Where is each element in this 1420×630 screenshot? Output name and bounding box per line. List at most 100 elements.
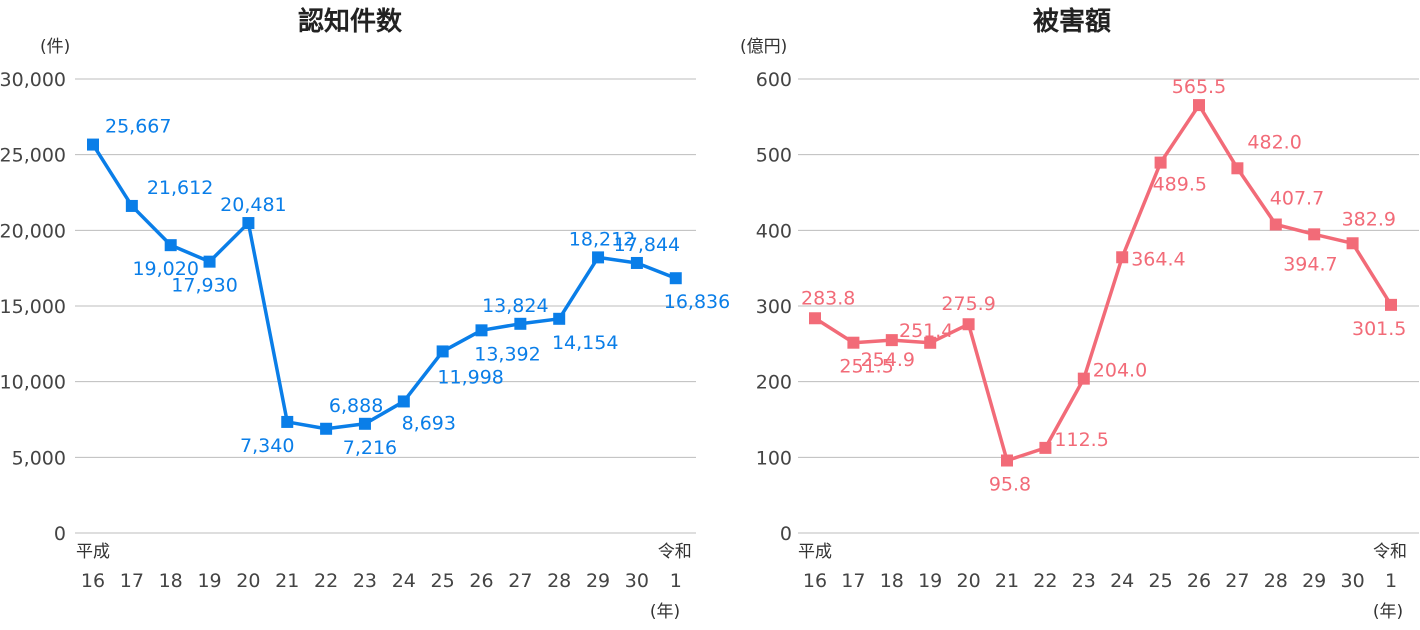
data-point: [1385, 298, 1397, 311]
data-label: 565.5: [1172, 76, 1226, 98]
x-tick-label: 21: [995, 570, 1019, 592]
chart-2: 被害額 (億円) 0 100 200 300 400 500 600 平成 令和 16 17 18 19 20…: [740, 6, 1419, 622]
data-point: [1269, 218, 1282, 231]
x-tick-label: 19: [918, 570, 942, 592]
data-label: 13,392: [474, 343, 540, 365]
data-label: 7,216: [343, 437, 397, 459]
era-label: 平成: [798, 542, 832, 562]
era-label: 令和: [1373, 542, 1407, 562]
x-tick-label: 30: [1341, 570, 1365, 592]
x-tick-label: 22: [1033, 570, 1057, 592]
data-label: 17,930: [171, 275, 237, 297]
data-point: [885, 334, 898, 347]
data-label: 275.9: [941, 293, 995, 315]
data-label: 14,154: [552, 332, 618, 354]
y-tick-label: 15,000: [0, 296, 66, 318]
x-tick-label: 22: [314, 570, 338, 592]
y-tick-label: 10,000: [0, 372, 66, 394]
data-point: [553, 312, 566, 325]
data-point: [87, 138, 99, 151]
data-label: 482.0: [1247, 131, 1301, 153]
x-tick-label: 28: [547, 570, 571, 592]
x-tick-label: 25: [1149, 570, 1173, 592]
data-label: 204.0: [1093, 360, 1147, 382]
data-label: 20,481: [220, 194, 286, 216]
data-point: [125, 199, 138, 212]
y-tick-label: 25,000: [0, 145, 66, 167]
y-tick-label: 300: [756, 296, 792, 318]
era-label: 平成: [76, 542, 110, 562]
x-tick-label: 28: [1264, 570, 1288, 592]
x-tick-label: 20: [957, 570, 981, 592]
data-point: [1193, 99, 1205, 112]
data-label: 254.9: [861, 349, 915, 371]
data-label: 11,998: [437, 366, 503, 388]
data-point: [164, 239, 177, 252]
data-point: [358, 417, 371, 430]
data-point: [242, 217, 255, 230]
x-tick-label: 1: [1385, 570, 1397, 592]
x-tick-label: 23: [353, 570, 377, 592]
data-point: [1231, 162, 1244, 175]
y-tick-label: 500: [756, 145, 792, 167]
data-label: 16,836: [664, 291, 730, 313]
data-point: [962, 318, 975, 331]
y-tick-label: 400: [756, 220, 792, 242]
data-point: [1308, 228, 1321, 241]
y-axis-unit: (件): [40, 37, 70, 57]
y-tick-label: 30,000: [0, 69, 66, 91]
x-tick-label: 29: [586, 570, 610, 592]
data-label: 19,020: [132, 258, 198, 280]
x-axis-unit: (年): [650, 602, 680, 622]
x-tick-label: 25: [431, 570, 455, 592]
data-point: [809, 312, 821, 325]
data-label: 283.8: [801, 287, 855, 309]
data-label: 407.7: [1270, 188, 1324, 210]
data-label: 382.9: [1342, 208, 1396, 230]
data-point: [1154, 156, 1167, 169]
data-label: 21,612: [147, 177, 213, 199]
data-point: [1077, 372, 1090, 385]
data-point: [924, 336, 937, 349]
data-label: 25,667: [105, 116, 171, 138]
x-tick-label: 21: [275, 570, 299, 592]
data-point: [475, 324, 488, 337]
x-tick-label: 17: [841, 570, 865, 592]
chart-title: 被害額: [1033, 6, 1111, 37]
data-label: 364.4: [1131, 248, 1185, 270]
y-tick-label: 200: [756, 372, 792, 394]
x-tick-label: 17: [120, 570, 144, 592]
data-point: [514, 317, 527, 330]
data-label: 8,693: [402, 412, 456, 434]
data-point: [1039, 441, 1052, 454]
x-tick-label: 29: [1302, 570, 1326, 592]
data-point: [436, 345, 449, 358]
x-tick-label: 16: [81, 570, 105, 592]
data-point: [669, 272, 682, 285]
data-label: 251.4: [899, 320, 953, 342]
y-tick-label: 5,000: [12, 447, 66, 469]
data-point: [397, 395, 410, 408]
data-label: 301.5: [1352, 318, 1406, 340]
data-point: [1116, 251, 1129, 264]
data-point: [203, 255, 216, 268]
data-label: 251.5: [839, 356, 893, 378]
data-label: 112.5: [1054, 429, 1108, 451]
y-axis-unit: (億円): [740, 37, 787, 57]
x-tick-label: 26: [469, 570, 493, 592]
data-point: [320, 422, 333, 435]
chart-1: 認知件数 (件) 0 5,000 10,000 15,000 20,000 25,000 30,…: [0, 6, 730, 622]
x-tick-label: 26: [1187, 570, 1211, 592]
y-tick-label: 0: [54, 523, 66, 545]
data-point: [1001, 454, 1013, 467]
data-point: [1346, 237, 1359, 250]
x-tick-label: 18: [159, 570, 183, 592]
x-tick-label: 18: [880, 570, 904, 592]
data-label: 394.7: [1283, 253, 1337, 275]
data-point: [847, 336, 860, 349]
x-axis-unit: (年): [1373, 602, 1403, 622]
y-tick-label: 0: [780, 523, 792, 545]
x-tick-label: 20: [236, 570, 260, 592]
x-tick-label: 24: [392, 570, 416, 592]
